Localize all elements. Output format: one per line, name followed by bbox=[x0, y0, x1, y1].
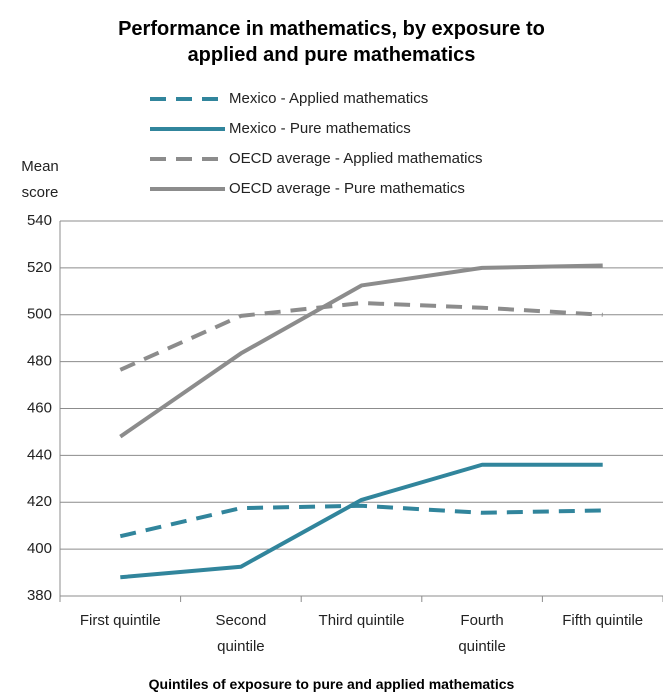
legend-label: Mexico - Pure mathematics bbox=[229, 120, 411, 137]
x-tick-label: Third quintile bbox=[318, 612, 405, 629]
x-tick-label: Second quintile bbox=[215, 612, 267, 655]
series-line bbox=[120, 462, 603, 580]
x-tick-label: First quintile bbox=[79, 612, 161, 629]
series-line bbox=[119, 263, 603, 439]
x-tick-label: Fifth quintile bbox=[562, 612, 644, 629]
y-tick-label: 480 bbox=[27, 353, 52, 370]
x-tick-label: Fourth quintile bbox=[458, 612, 506, 655]
y-tick-label: 380 bbox=[27, 587, 52, 604]
y-tick-label: 440 bbox=[27, 446, 52, 463]
series-line bbox=[119, 301, 603, 372]
x-axis-label: Quintiles of exposure to pure and applie… bbox=[148, 676, 515, 692]
legend-label: Mexico - Applied mathematics bbox=[229, 90, 428, 107]
y-tick-label: 420 bbox=[27, 493, 52, 510]
chart-title: Performance in mathematics, by exposure … bbox=[118, 18, 545, 66]
y-tick-label: 520 bbox=[27, 259, 52, 276]
y-tick-label: 500 bbox=[27, 306, 52, 323]
y-tick-label: 400 bbox=[27, 540, 52, 557]
y-axis-label: Mean score bbox=[21, 158, 59, 201]
series-line bbox=[119, 503, 603, 539]
legend-label: OECD average - Pure mathematics bbox=[229, 180, 465, 197]
y-tick-label: 460 bbox=[27, 399, 52, 416]
y-tick-label: 540 bbox=[27, 212, 52, 229]
legend-label: OECD average - Applied mathematics bbox=[229, 150, 482, 167]
